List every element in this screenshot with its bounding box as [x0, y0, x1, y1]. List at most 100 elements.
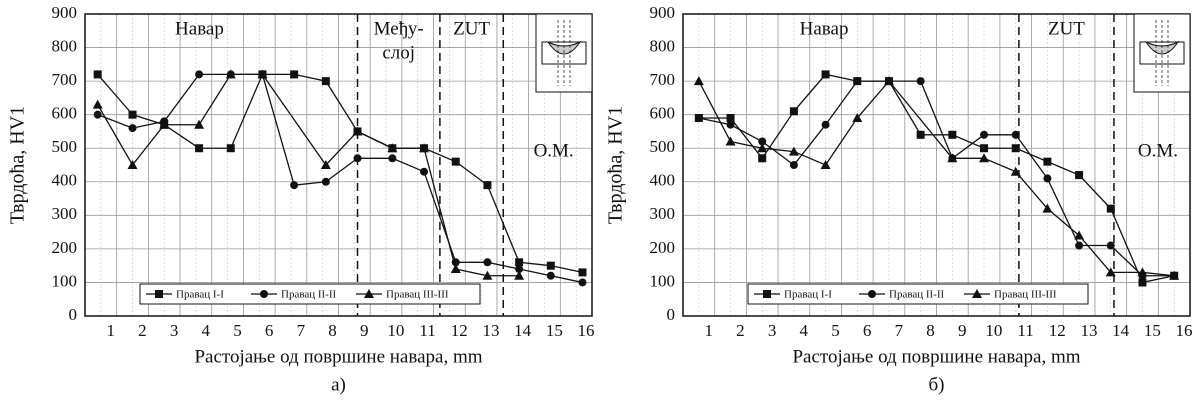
x-tick-label: 2 [138, 321, 147, 340]
series-line [97, 73, 583, 274]
y-tick-label: 500 [52, 137, 78, 156]
point [1075, 241, 1084, 250]
x-tick-label: 12 [451, 321, 468, 340]
zone-label: О.М. [534, 140, 574, 161]
point [352, 126, 363, 136]
point [1137, 267, 1148, 277]
point [93, 70, 102, 79]
x-tick-label: 1 [704, 321, 713, 340]
y-tick-label: 300 [52, 204, 78, 223]
zone-label: ZUT [1048, 18, 1085, 39]
point [1074, 230, 1085, 240]
x-tick-label: 7 [297, 321, 306, 340]
x-tick-label: 15 [1144, 321, 1161, 340]
point [321, 177, 330, 186]
point [257, 69, 268, 79]
point [1042, 203, 1053, 213]
point [92, 99, 103, 109]
x-tick-label: 4 [800, 321, 809, 340]
point [1011, 130, 1020, 139]
x-tick-label: 10 [985, 321, 1002, 340]
point [758, 137, 767, 146]
x-tick-label: 5 [233, 321, 242, 340]
x-tick-label: 14 [1112, 321, 1130, 340]
point [128, 110, 137, 119]
x-tick-label: 3 [170, 321, 179, 340]
point [1043, 157, 1052, 166]
point [419, 143, 430, 153]
x-tick-label: 8 [328, 321, 337, 340]
y-tick-label: 100 [650, 271, 676, 290]
y-tick-label: 400 [52, 171, 78, 190]
point [725, 136, 736, 146]
series-line [698, 80, 1175, 277]
legend-box [747, 283, 1089, 305]
y-tick-label: 800 [52, 36, 78, 55]
point [789, 107, 798, 116]
point [93, 110, 102, 119]
x-tick-label: 9 [958, 321, 967, 340]
zone-label: ZUT [453, 18, 490, 39]
point [853, 77, 862, 86]
point [515, 265, 524, 274]
point [320, 160, 331, 169]
x-axis-label: Растојање од површине навара, mm [194, 346, 482, 367]
point [820, 160, 831, 169]
caption: б) [929, 374, 945, 395]
point [225, 69, 236, 79]
x-tick-label: 13 [1080, 321, 1097, 340]
point [450, 264, 461, 274]
x-axis-label: Растојање од површине навара, mm [792, 346, 1080, 367]
point [578, 268, 587, 277]
point [546, 271, 555, 280]
point [980, 144, 989, 153]
y-tick-label: 500 [650, 137, 676, 156]
x-tick-label: 15 [546, 321, 563, 340]
zone-label: слој [382, 42, 415, 63]
point [128, 124, 137, 133]
x-tick-label: 11 [419, 321, 435, 340]
legend-label: Правац I-I [176, 289, 224, 301]
zone-label: Међу- [374, 18, 424, 39]
y-tick-label: 0 [69, 305, 78, 324]
point [483, 258, 492, 267]
y-tick-label: 200 [650, 238, 676, 257]
point [420, 167, 429, 176]
point [789, 161, 798, 169]
x-tick-label: 9 [360, 321, 369, 340]
point [1011, 144, 1020, 153]
point [321, 77, 330, 86]
y-tick-label: 400 [650, 171, 676, 190]
y-tick-label: 100 [52, 271, 78, 290]
legend-label: Правац II-II [889, 289, 945, 301]
x-tick-label: 14 [514, 321, 532, 340]
point [483, 181, 492, 190]
x-tick-label: 6 [265, 321, 274, 340]
point [1043, 174, 1052, 183]
point [514, 270, 525, 280]
x-tick-label: 8 [926, 321, 935, 340]
y-tick-label: 900 [650, 3, 676, 22]
y-tick-label: 800 [650, 36, 676, 55]
plot-frame [682, 13, 1191, 317]
point [726, 114, 735, 123]
point [451, 157, 460, 166]
point [159, 119, 170, 129]
legend-marker [364, 289, 374, 298]
point [194, 119, 205, 129]
point [515, 258, 524, 267]
point [195, 70, 204, 79]
point [387, 143, 398, 153]
point [916, 130, 925, 139]
point [482, 270, 493, 280]
y-tick-label: 300 [650, 204, 676, 223]
point [788, 146, 799, 156]
point [694, 114, 703, 123]
point [883, 76, 894, 86]
x-tick-label: 11 [1017, 321, 1033, 340]
legend-marker [155, 290, 163, 298]
x-tick-label: 1 [106, 321, 115, 340]
point [290, 70, 299, 79]
caption: а) [331, 374, 346, 395]
